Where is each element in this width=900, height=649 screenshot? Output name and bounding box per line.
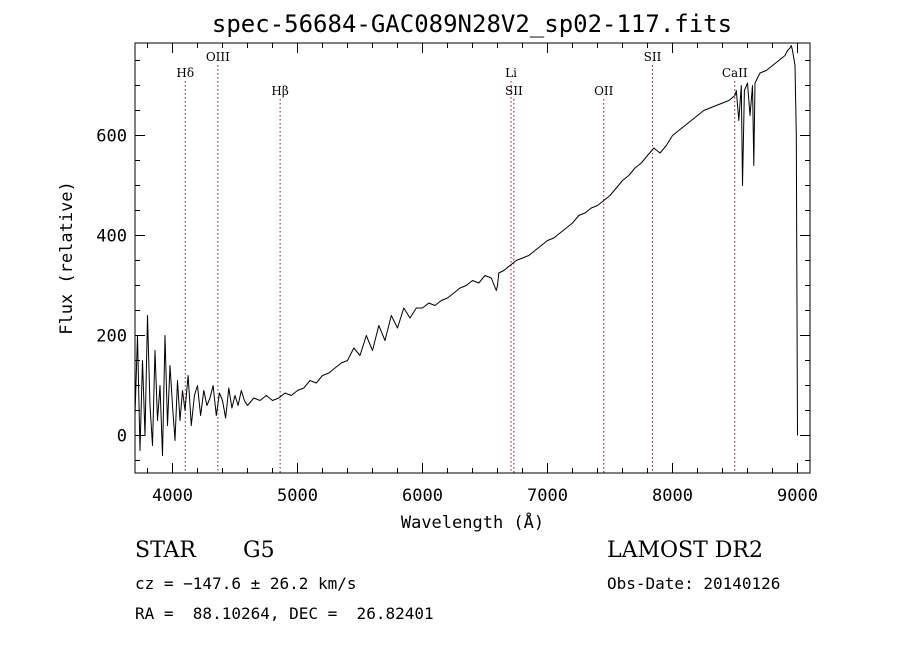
survey-name: LAMOST DR2 — [607, 538, 763, 563]
x-tick-label: 5000 — [277, 486, 318, 506]
x-tick-label: 7000 — [527, 486, 568, 506]
y-axis-label: Flux (relative) — [57, 181, 77, 335]
spectral-line-label: SII — [644, 50, 662, 64]
y-tick-label: 600 — [96, 127, 127, 147]
plot-frame — [134, 42, 811, 474]
redshift-velocity: cz = −147.6 ± 26.2 km/s — [135, 574, 357, 593]
object-subclass: G5 — [243, 538, 275, 563]
x-tick-label: 4000 — [152, 486, 193, 506]
spectral-line-label: Hδ — [176, 66, 194, 80]
coordinates: RA = 88.10264, DEC = 26.82401 — [135, 604, 434, 623]
y-tick-label: 400 — [96, 227, 127, 247]
x-axis-label: Wavelength (Å) — [401, 511, 544, 533]
spectrum-series — [134, 45, 798, 456]
y-tick-label: 200 — [96, 327, 127, 347]
chart-title: spec-56684-GAC089N28V2_sp02-117.fits — [211, 10, 733, 38]
spectral-line-label: CaII — [722, 66, 748, 80]
x-tick-label: 6000 — [402, 486, 443, 506]
spectral-line-label: Hβ — [271, 84, 288, 98]
spectrum-data — [134, 45, 798, 456]
object-class: STAR — [135, 538, 196, 563]
spectral-line-label: SII — [505, 84, 523, 98]
spectral-line-markers: Hδ OIII Hβ Li SII OII SII CaII — [176, 50, 748, 473]
spectral-line-label: Li — [505, 66, 517, 80]
y-tick-label: 0 — [117, 427, 127, 447]
spectral-line-label: OII — [594, 84, 614, 98]
axis-ticks: 4000 5000 6000 7000 8000 9000 0 200 400 600 — [96, 43, 818, 506]
spectral-line-label: OIII — [206, 50, 230, 64]
x-tick-label: 8000 — [652, 486, 693, 506]
x-tick-label: 9000 — [777, 486, 818, 506]
observation-date: Obs-Date: 20140126 — [607, 574, 781, 593]
